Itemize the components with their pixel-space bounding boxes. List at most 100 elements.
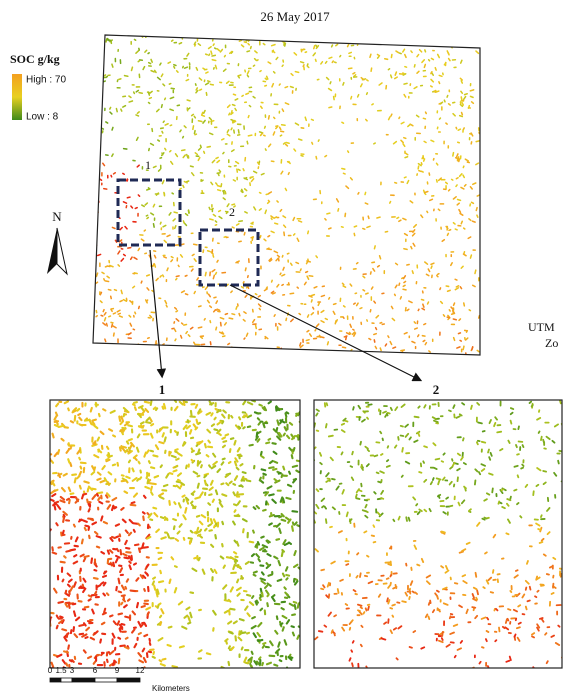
soc-pixel xyxy=(510,497,511,499)
projection-text: UTM xyxy=(528,320,555,334)
soc-pixel xyxy=(296,471,299,473)
soc-pixel xyxy=(203,287,204,288)
soc-pixel xyxy=(195,134,196,135)
soc-pixel xyxy=(260,132,262,133)
soc-pixel xyxy=(537,418,540,420)
soc-pixel xyxy=(526,485,528,487)
soc-pixel xyxy=(199,306,201,307)
soc-pixel xyxy=(145,50,147,52)
soc-pixel xyxy=(456,416,459,418)
soc-pixel xyxy=(365,505,366,508)
soc-pixel xyxy=(188,420,189,422)
soc-pixel xyxy=(217,469,219,472)
soc-pixel xyxy=(127,442,128,444)
soc-pixel xyxy=(156,530,159,533)
soc-pixel xyxy=(198,450,199,454)
soc-pixel xyxy=(242,45,244,47)
soc-pixel xyxy=(514,575,517,577)
soc-pixel xyxy=(84,492,85,494)
soc-pixel xyxy=(176,539,178,541)
soc-pixel xyxy=(110,107,111,109)
soc-pixel xyxy=(166,474,168,478)
soc-pixel xyxy=(237,468,239,470)
soc-pixel xyxy=(346,336,347,339)
soc-pixel xyxy=(67,499,69,500)
soc-pixel xyxy=(54,416,56,420)
soc-pixel xyxy=(263,643,265,644)
soc-pixel xyxy=(473,44,474,45)
soc-pixel xyxy=(176,279,177,280)
soc-pixel xyxy=(537,591,538,592)
soc-pixel xyxy=(209,118,211,120)
soc-pixel xyxy=(93,495,96,499)
soc-pixel xyxy=(333,507,335,509)
soc-pixel xyxy=(205,444,206,447)
soc-pixel xyxy=(540,542,543,543)
soc-pixel xyxy=(104,81,106,82)
soc-pixel xyxy=(149,461,150,463)
soc-pixel xyxy=(364,531,366,532)
soc-pixel xyxy=(75,546,78,547)
soc-pixel xyxy=(268,574,272,575)
soc-pixel xyxy=(180,188,181,189)
soc-pixel xyxy=(316,157,317,159)
soc-pixel xyxy=(449,230,451,231)
soc-pixel xyxy=(446,182,448,183)
soc-pixel xyxy=(229,318,232,319)
soc-pixel xyxy=(222,462,224,464)
soc-pixel xyxy=(283,627,284,630)
soc-pixel xyxy=(516,445,517,447)
soc-pixel xyxy=(442,532,445,533)
soc-pixel xyxy=(286,413,287,416)
soc-pixel xyxy=(56,523,57,525)
soc-pixel xyxy=(494,535,496,538)
soc-pixel xyxy=(477,403,479,405)
soc-pixel xyxy=(402,476,403,477)
soc-pixel xyxy=(279,516,281,517)
soc-pixel xyxy=(194,259,196,261)
soc-pixel xyxy=(116,536,118,537)
soc-pixel xyxy=(323,585,325,587)
soc-pixel xyxy=(169,627,172,628)
soc-pixel xyxy=(121,417,123,421)
soc-pixel xyxy=(141,281,142,283)
soc-pixel xyxy=(236,261,239,263)
soc-pixel xyxy=(371,272,372,274)
soc-pixel xyxy=(92,522,96,524)
soc-pixel xyxy=(218,190,221,191)
soc-pixel xyxy=(287,253,288,254)
soc-pixel xyxy=(210,219,213,220)
soc-pixel xyxy=(265,337,266,338)
soc-pixel xyxy=(233,180,235,181)
soc-pixel xyxy=(262,572,264,574)
soc-pixel xyxy=(103,163,105,165)
soc-pixel xyxy=(185,67,188,68)
soc-pixel xyxy=(462,575,465,576)
soc-pixel xyxy=(272,280,273,282)
soc-pixel xyxy=(245,189,247,191)
soc-pixel xyxy=(260,71,261,72)
soc-pixel xyxy=(138,61,139,62)
soc-pixel xyxy=(136,90,138,91)
soc-pixel xyxy=(356,498,359,499)
soc-pixel xyxy=(92,466,94,470)
soc-pixel xyxy=(199,558,200,560)
soc-pixel xyxy=(86,628,89,631)
soc-pixel xyxy=(153,455,157,456)
soc-pixel xyxy=(406,153,408,154)
soc-pixel xyxy=(270,461,273,463)
soc-pixel xyxy=(526,607,527,610)
inset-label: 2 xyxy=(433,382,440,397)
soc-pixel xyxy=(301,62,304,63)
soc-pixel xyxy=(240,631,241,634)
soc-pixel xyxy=(175,339,176,341)
soc-pixel xyxy=(400,41,403,43)
soc-pixel xyxy=(118,251,120,254)
soc-pixel xyxy=(437,478,441,479)
soc-pixel xyxy=(160,571,161,573)
soc-pixel xyxy=(421,163,422,165)
soc-pixel xyxy=(268,236,270,237)
soc-pixel xyxy=(261,579,265,580)
soc-pixel xyxy=(302,49,304,50)
soc-pixel xyxy=(507,504,509,506)
